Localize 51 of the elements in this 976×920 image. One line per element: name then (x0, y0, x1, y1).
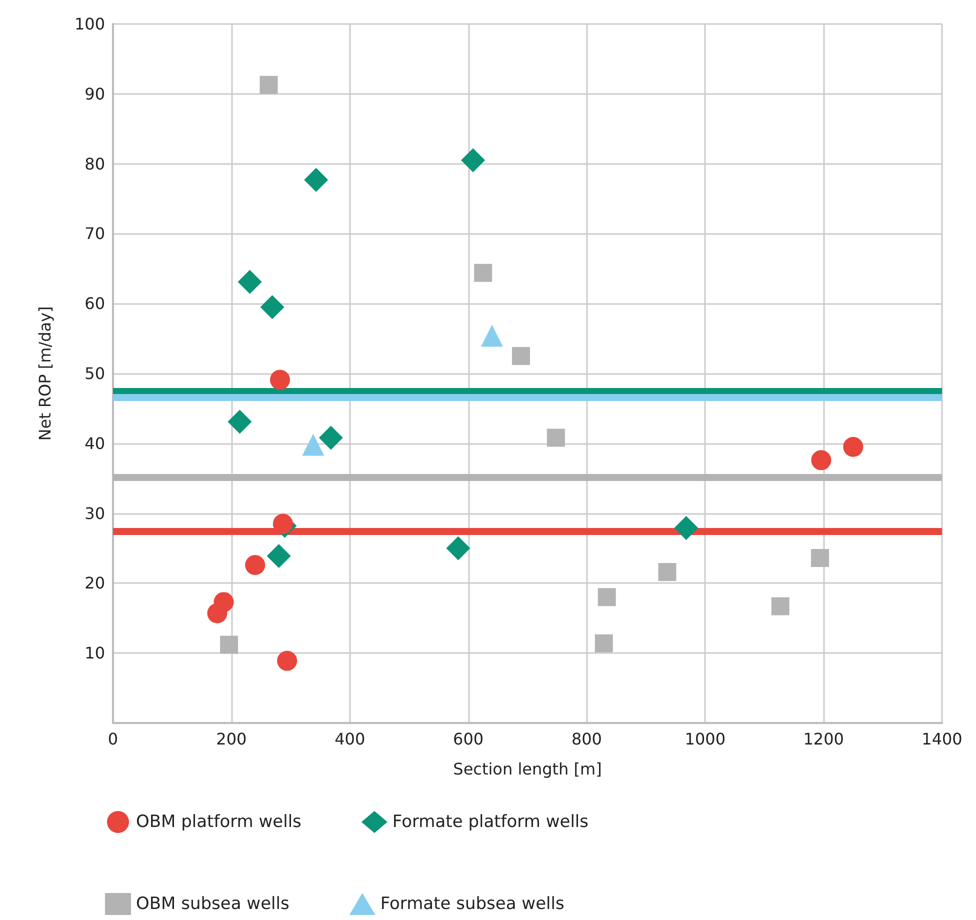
point (446, 536, 470, 560)
y-tick-label: 60 (84, 294, 105, 314)
point (220, 636, 238, 654)
x-tick-label: 0 (108, 730, 118, 748)
point (546, 428, 565, 447)
point (214, 592, 234, 612)
point (260, 76, 278, 94)
x-tick-label: 1400 (922, 730, 962, 748)
legend-label: Formate platform wells (392, 812, 589, 832)
x-tick-label: 200 (216, 730, 247, 748)
y-tick-label: 80 (84, 154, 105, 174)
y-tick-label: 10 (84, 644, 105, 663)
point (811, 549, 830, 568)
point (674, 516, 698, 540)
point (260, 295, 284, 320)
y-tick-label: 30 (84, 504, 105, 523)
x-tick-label: 1000 (684, 730, 726, 748)
point (461, 148, 486, 172)
y-tick-label: 90 (84, 84, 105, 104)
point (277, 650, 298, 671)
point (238, 270, 262, 294)
point (658, 563, 676, 582)
x-tick-label: 1200 (803, 730, 844, 748)
point (304, 168, 328, 192)
legend-label: Formate subsea wells (380, 894, 564, 914)
point (302, 434, 324, 456)
y-tick-label: 50 (84, 364, 105, 383)
y-tick-label: 40 (84, 434, 105, 453)
point (228, 410, 252, 434)
point (512, 347, 530, 366)
point (270, 370, 290, 390)
legend-label: OBM subsea wells (136, 894, 290, 914)
x-tick-label: 600 (453, 730, 484, 748)
point (771, 597, 790, 616)
point (594, 634, 613, 652)
point (266, 544, 291, 568)
point (318, 426, 343, 450)
x-axis-title: Section length [m] (453, 760, 602, 778)
x-tick-label: 400 (334, 730, 366, 748)
point (474, 264, 492, 282)
y-tick-label: 70 (84, 224, 105, 244)
point (245, 555, 266, 576)
legend-label: OBM platform wells (136, 812, 302, 832)
point (480, 324, 503, 347)
y-axis-title: Net ROP [m/day] (36, 306, 54, 441)
point (598, 588, 616, 606)
point (843, 436, 864, 457)
point (811, 450, 832, 470)
x-tick-label: 800 (571, 730, 602, 748)
y-tick-label: 20 (84, 574, 105, 593)
y-tick-label: 100 (74, 14, 105, 34)
